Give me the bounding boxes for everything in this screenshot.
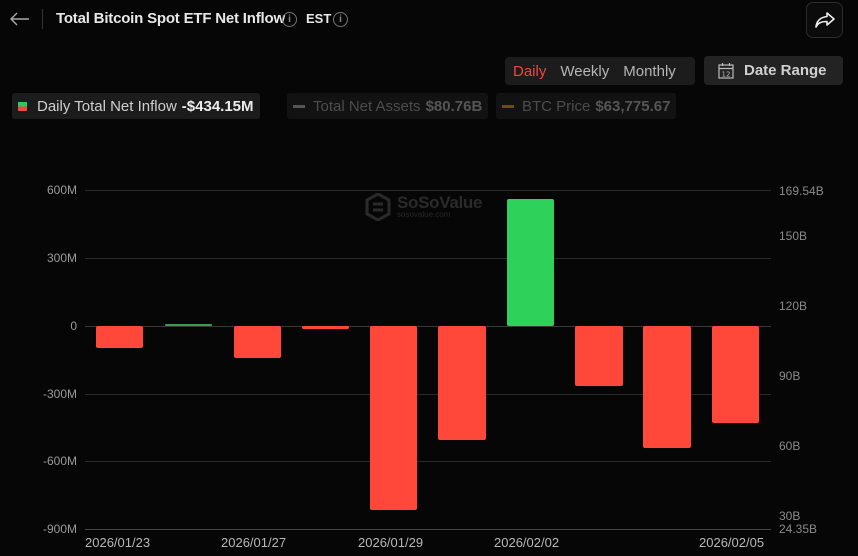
info-icon: i xyxy=(333,12,348,27)
gridline xyxy=(85,190,771,191)
bar-2026-01-23[interactable] xyxy=(96,326,143,348)
sosovalue-logo-icon xyxy=(365,193,391,221)
calendar-icon: 12 xyxy=(718,63,734,79)
legend-value: -$434.15M xyxy=(181,97,254,115)
bar-2026-01-29[interactable] xyxy=(370,326,417,510)
bar-2026-01-28[interactable] xyxy=(302,326,349,329)
legend-total-net-assets[interactable]: Total Net Assets $80.76B xyxy=(287,93,489,119)
period-toggle: Daily Weekly Monthly xyxy=(505,57,695,85)
y-tick: 300M xyxy=(46,251,77,265)
y-tick: -900M xyxy=(42,522,77,536)
x-tick: 2026/01/23 xyxy=(85,535,151,550)
info-icon: i xyxy=(282,12,297,27)
x-axis-line xyxy=(85,529,771,530)
gridline xyxy=(85,258,771,259)
legend-value: $80.76B xyxy=(425,97,483,115)
bar-2026-02-02[interactable] xyxy=(507,199,554,326)
tab-weekly[interactable]: Weekly xyxy=(560,62,610,80)
y-tick: 0 xyxy=(70,319,77,333)
bar-2026-02-04[interactable] xyxy=(643,326,691,448)
line-swatch-icon xyxy=(293,104,305,108)
line-swatch-icon xyxy=(502,104,514,108)
y2-tick: 169.54B xyxy=(779,184,824,198)
y2-tick: 120B xyxy=(779,299,808,313)
legend-label: Total Net Assets xyxy=(313,97,421,115)
bar-2026-02-05[interactable] xyxy=(712,326,759,423)
tab-monthly[interactable]: Monthly xyxy=(623,62,676,80)
x-tick: 2026/02/05 xyxy=(699,535,765,550)
legend-label: BTC Price xyxy=(522,97,591,115)
timezone-info-button[interactable]: i xyxy=(333,12,348,27)
y-tick: -600M xyxy=(42,454,77,468)
svg-text:12: 12 xyxy=(722,70,731,78)
legend-label: Daily Total Net Inflow xyxy=(37,97,177,115)
divider xyxy=(42,9,43,29)
watermark-name: SoSoValue xyxy=(397,193,483,212)
share-button[interactable] xyxy=(806,2,843,38)
y2-tick: 90B xyxy=(779,369,801,383)
title-info-button[interactable]: i xyxy=(282,12,297,27)
x-tick: 2026/01/27 xyxy=(221,535,287,550)
tab-daily[interactable]: Daily xyxy=(513,62,547,80)
y2-tick: 30B xyxy=(779,509,801,523)
page-title: Total Bitcoin Spot ETF Net Inflow xyxy=(56,10,285,27)
y2-tick: 24.35B xyxy=(779,522,818,536)
gridline xyxy=(85,394,771,395)
date-range-label: Date Range xyxy=(744,62,827,79)
header: Total Bitcoin Spot ETF Net Inflow i EST … xyxy=(0,0,858,40)
y-tick: 600M xyxy=(46,183,77,197)
back-button[interactable] xyxy=(8,6,32,32)
gridline xyxy=(85,461,771,462)
bar-2026-01-30[interactable] xyxy=(438,326,486,440)
share-icon xyxy=(814,12,835,28)
date-range-button[interactable]: 12 Date Range xyxy=(704,56,843,85)
arrow-left-icon xyxy=(10,12,29,26)
y2-tick: 150B xyxy=(779,229,808,243)
y2-tick: 60B xyxy=(779,439,801,453)
bar-swatch-icon xyxy=(18,101,27,111)
zero-line xyxy=(85,326,771,327)
x-tick: 2026/01/29 xyxy=(358,535,424,550)
bar-2026-02-03[interactable] xyxy=(575,326,623,386)
x-tick: 2026/02/02 xyxy=(494,535,560,550)
legend-btc-price[interactable]: BTC Price $63,775.67 xyxy=(496,93,677,119)
y-tick: -300M xyxy=(42,387,77,401)
timezone-label: EST xyxy=(306,11,332,26)
bar-2026-01-27[interactable] xyxy=(234,326,281,358)
watermark: SoSoValue sosovalue.com xyxy=(365,193,482,221)
legend-value: $63,775.67 xyxy=(595,97,671,115)
legend-daily-net-inflow[interactable]: Daily Total Net Inflow -$434.15M xyxy=(12,93,260,119)
watermark-url: sosovalue.com xyxy=(397,210,451,219)
bar-2026-01-26[interactable] xyxy=(165,324,212,326)
